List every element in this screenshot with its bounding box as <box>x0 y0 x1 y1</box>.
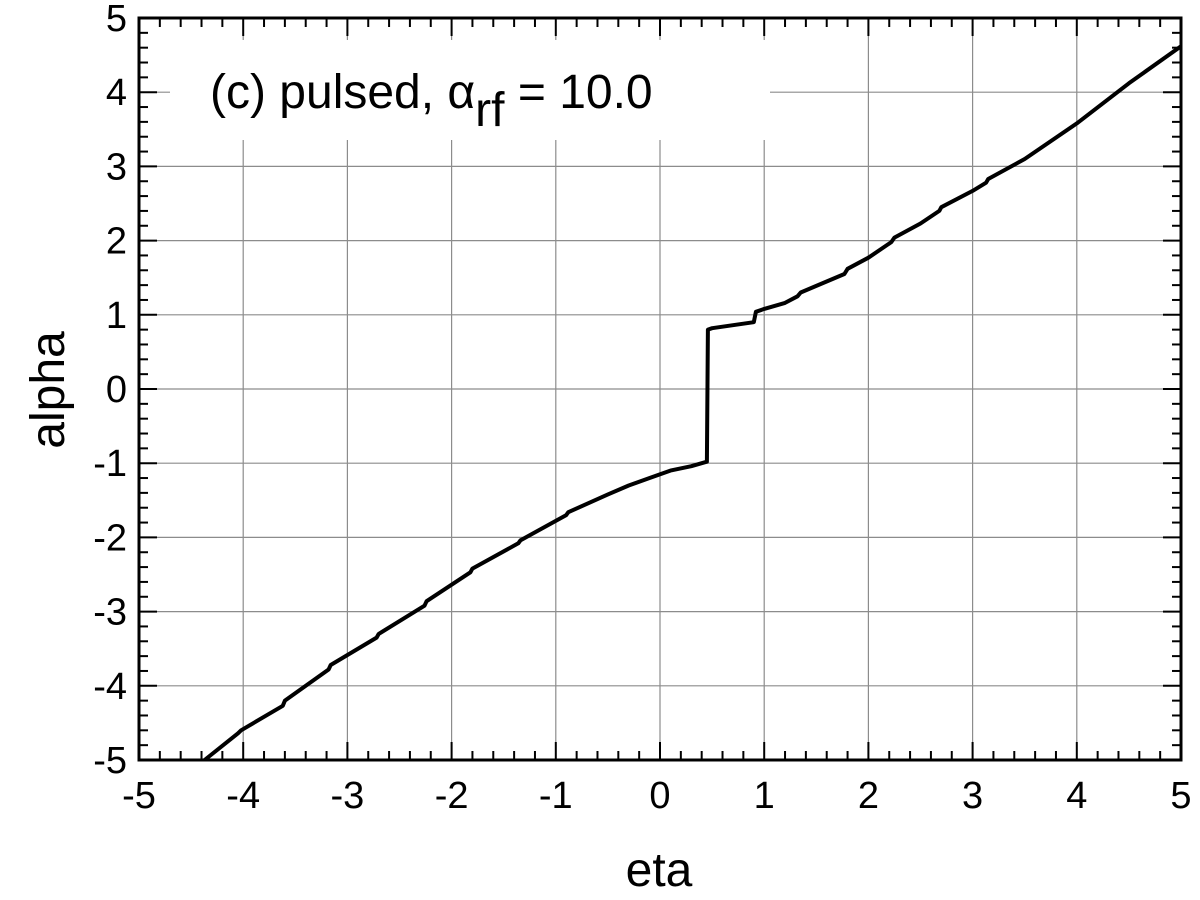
x-tick-label: 0 <box>649 775 670 817</box>
y-tick-label: 4 <box>106 72 127 114</box>
x-tick-label: 5 <box>1170 775 1191 817</box>
x-tick-label: -4 <box>226 775 260 817</box>
y-tick-label: 5 <box>106 0 127 40</box>
annotation-prefix: (c) pulsed, <box>210 66 447 119</box>
y-axis-label: alpha <box>22 331 75 449</box>
x-tick-label: 2 <box>858 775 879 817</box>
annotation-subscript: rf <box>475 84 505 137</box>
y-tick-label: -3 <box>93 592 127 634</box>
y-tick-label: 2 <box>106 221 127 263</box>
x-tick-label: -1 <box>539 775 573 817</box>
y-tick-label: -5 <box>93 740 127 782</box>
y-tick-label: 3 <box>106 146 127 188</box>
y-tick-label: -4 <box>93 666 127 708</box>
label-layer: -5 -4 -3 -2 -1 0 1 2 3 4 5 -5 -4 -3 -2 -1 0 1 2 3 4 5 <box>93 0 1191 817</box>
x-axis-label: eta <box>626 844 693 897</box>
axes-layer <box>137 16 1183 762</box>
x-tick-label: -3 <box>331 775 365 817</box>
annotation-suffix: = 10.0 <box>505 66 653 119</box>
series-line <box>203 44 1183 762</box>
annotation: (c) pulsed, αrf = 10.0 <box>210 66 653 137</box>
curve-layer <box>203 44 1183 762</box>
y-tick-label: -1 <box>93 443 127 485</box>
x-tick-label: -5 <box>122 775 156 817</box>
x-tick-label: 1 <box>754 775 775 817</box>
y-tick-label: 1 <box>106 295 127 337</box>
x-tick-label: 4 <box>1066 775 1087 817</box>
y-tick-label: 0 <box>106 369 127 411</box>
x-tick-label: 3 <box>962 775 983 817</box>
x-tick-label: -2 <box>435 775 469 817</box>
annotation-background <box>170 40 770 140</box>
y-tick-label: -2 <box>93 517 127 559</box>
annotation-symbol: α <box>447 66 475 119</box>
